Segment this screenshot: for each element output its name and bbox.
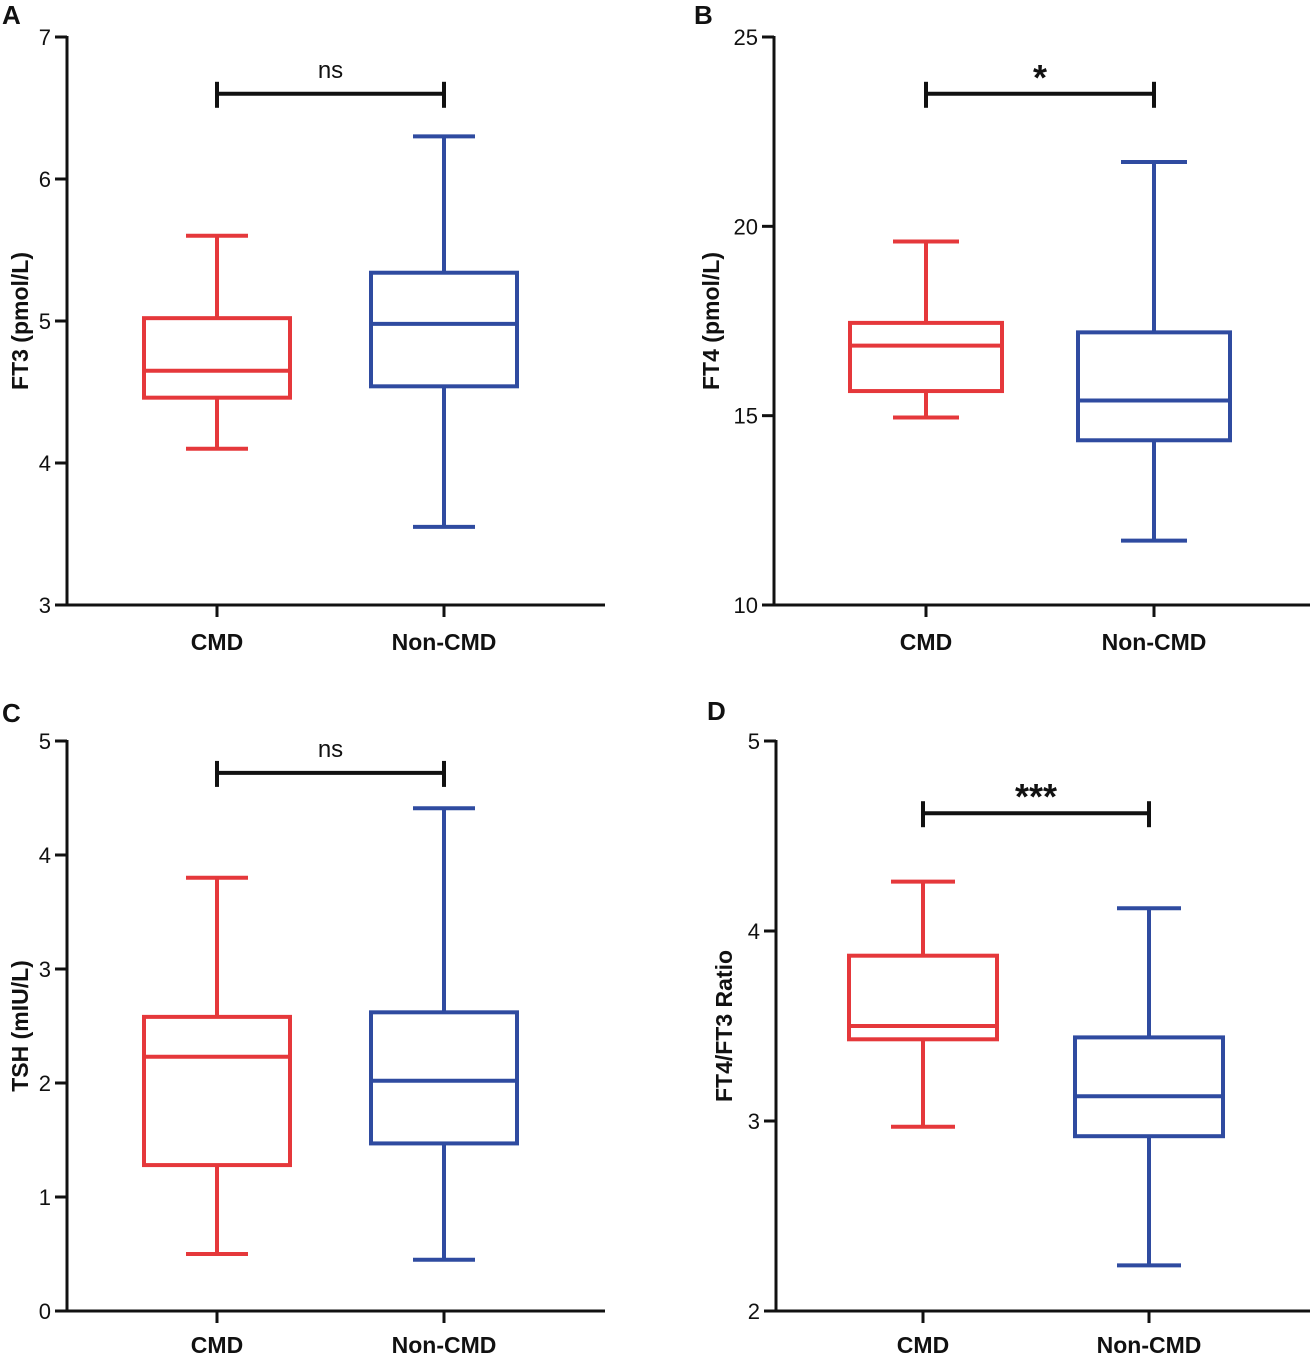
significance-label: *** [1015, 776, 1057, 817]
significance-bracket: ns [215, 57, 446, 108]
y-axis-label: TSH (mIU/L) [7, 960, 33, 1092]
box-non-cmd [369, 806, 519, 1262]
box-cmd [848, 239, 1004, 420]
y-tick-label: 3 [39, 957, 51, 982]
box-iqr [1076, 330, 1232, 443]
x-tick-label: Non-CMD [1097, 1332, 1202, 1357]
significance-bracket: ns [215, 736, 446, 787]
box-iqr [369, 1010, 519, 1146]
y-tick-label: 25 [734, 25, 758, 50]
y-tick-label: 5 [39, 309, 51, 334]
x-tick-label: CMD [900, 629, 952, 655]
y-tick-label: 10 [734, 593, 758, 618]
y-tick-label: 7 [39, 25, 51, 50]
y-axis-label: FT4/FT3 Ratio [711, 950, 737, 1102]
significance-bracket: * [924, 57, 1156, 108]
box-iqr [142, 316, 292, 400]
box-non-cmd [369, 134, 519, 529]
y-tick-label: 20 [734, 214, 758, 239]
chart-panel-c: C 0 1 2 3 4 5 TSH (mIU/L) CMD Non-CMD ns [2, 698, 605, 1357]
panel-letter: C [2, 698, 21, 728]
box-iqr [369, 270, 519, 389]
x-tick-label: CMD [897, 1332, 949, 1357]
y-tick-label: 4 [39, 451, 51, 476]
y-tick-label: 4 [39, 843, 51, 868]
significance-bracket: *** [921, 776, 1151, 828]
x-tick-label: Non-CMD [1102, 629, 1207, 655]
y-tick-label: 3 [748, 1109, 760, 1134]
box-iqr [142, 1014, 292, 1168]
significance-label: * [1033, 57, 1047, 98]
box-cmd [142, 233, 292, 451]
y-tick-label: 15 [734, 404, 758, 429]
y-tick-label: 5 [748, 729, 760, 754]
panel-letter: A [2, 0, 21, 30]
y-tick-label: 6 [39, 167, 51, 192]
panel-letter: D [707, 696, 726, 726]
x-tick-label: Non-CMD [392, 1332, 497, 1357]
y-tick-label: 5 [39, 729, 51, 754]
chart-panel-d: D 2 3 4 5 FT4/FT3 Ratio CMD Non-CMD *** [707, 696, 1310, 1357]
x-tick-label: CMD [191, 1332, 243, 1357]
box-non-cmd [1076, 159, 1232, 543]
y-tick-label: 2 [748, 1299, 760, 1324]
box-iqr [848, 320, 1004, 394]
box-iqr [1073, 1035, 1225, 1139]
box-cmd [142, 875, 292, 1256]
y-tick-label: 2 [39, 1071, 51, 1096]
y-tick-label: 3 [39, 593, 51, 618]
chart-panel-a: A 3 4 5 6 7 FT3 (pmol/L) CMD Non-CMD ns [2, 0, 605, 655]
box-non-cmd [1073, 906, 1225, 1268]
y-axis-label: FT3 (pmol/L) [7, 252, 33, 390]
y-tick-label: 4 [748, 919, 760, 944]
significance-label: ns [318, 736, 343, 763]
x-tick-label: Non-CMD [392, 629, 497, 655]
panel-letter: B [694, 0, 713, 30]
x-tick-label: CMD [191, 629, 243, 655]
box-cmd [847, 879, 999, 1129]
significance-label: ns [318, 57, 343, 84]
y-tick-label: 1 [39, 1185, 51, 1210]
box-iqr [847, 953, 999, 1042]
y-tick-label: 0 [39, 1299, 51, 1324]
y-axis-label: FT4 (pmol/L) [698, 252, 724, 390]
chart-panel-b: B 10 15 20 25 FT4 (pmol/L) CMD Non-CMD * [694, 0, 1310, 655]
